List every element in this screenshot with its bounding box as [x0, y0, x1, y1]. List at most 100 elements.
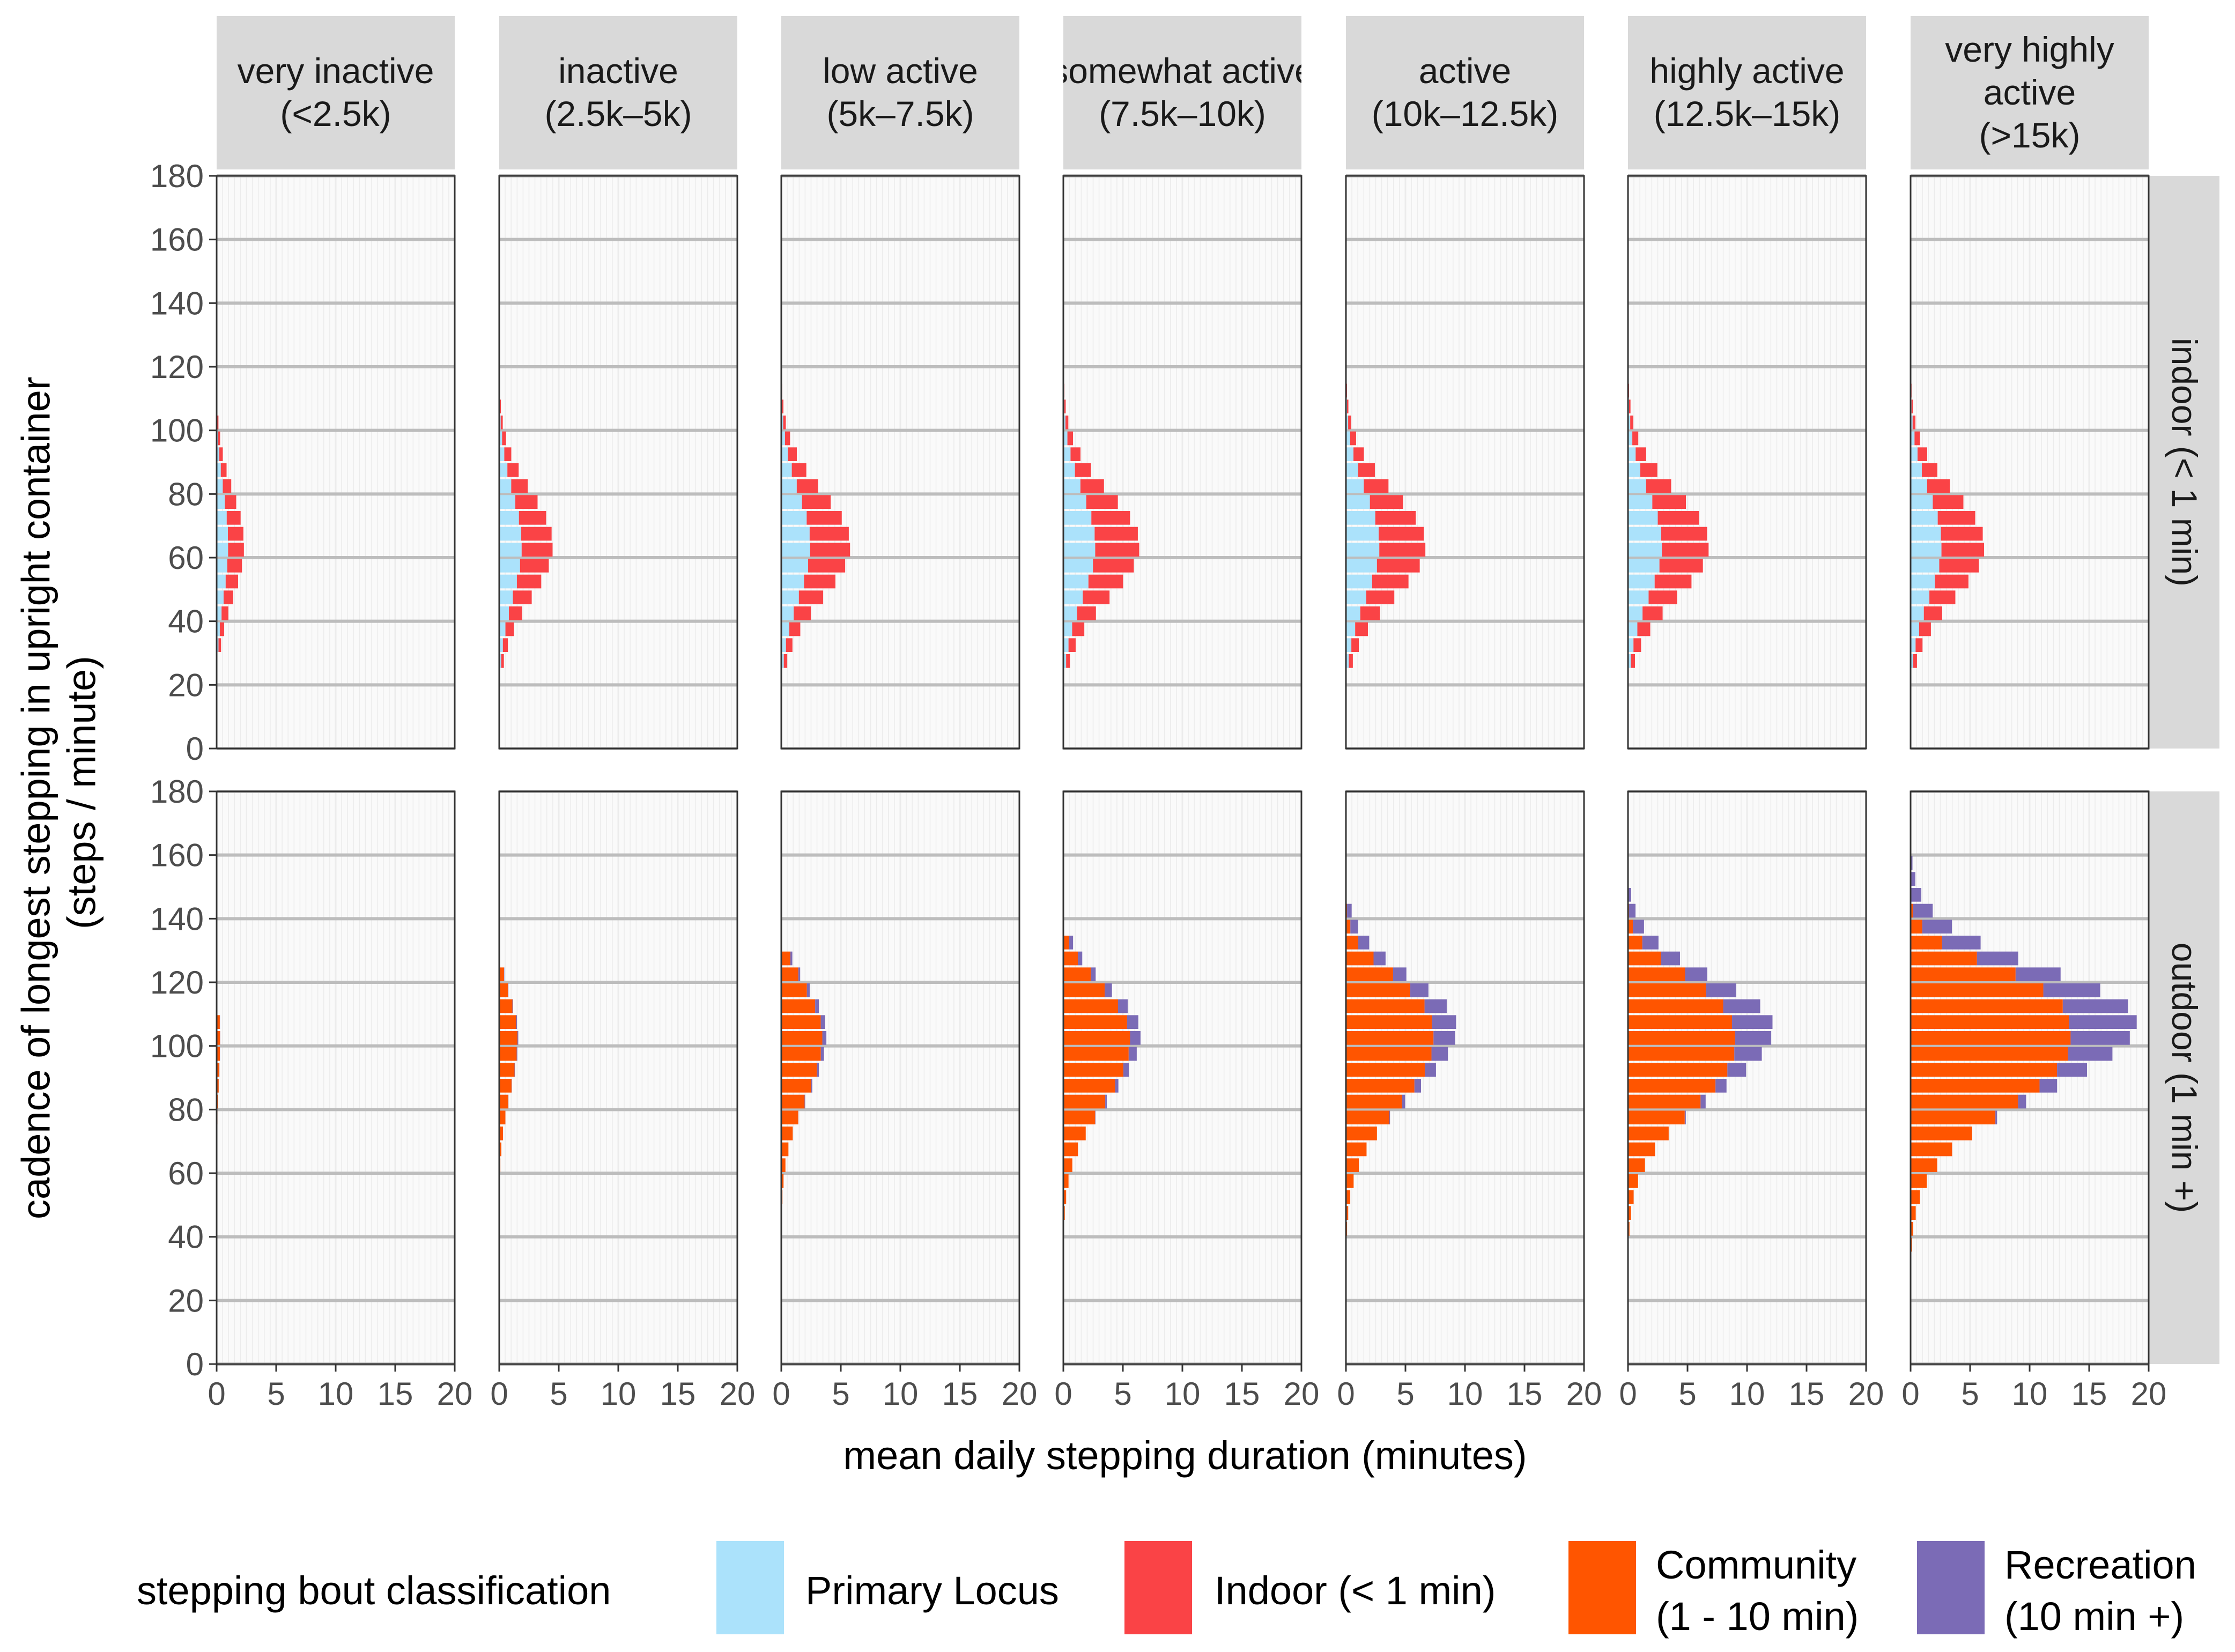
bar-community	[1063, 1158, 1072, 1172]
bar-primary-locus	[1346, 543, 1380, 557]
legend-title: stepping bout classification	[137, 1568, 611, 1613]
bar-community	[1628, 1206, 1631, 1220]
legend-key-community	[1568, 1541, 1636, 1634]
bar-indoor	[1375, 511, 1416, 525]
bar-primary-locus	[217, 511, 227, 525]
bar-community	[1911, 1127, 1972, 1140]
legend-label-primary-locus: Primary Locus	[805, 1568, 1059, 1613]
bar-community	[1346, 983, 1411, 997]
x-tick-label: 0	[1337, 1376, 1355, 1412]
bar-recreation	[517, 1031, 519, 1045]
y-tick-label: 60	[168, 1155, 204, 1191]
bar-community	[781, 1174, 784, 1188]
bar-community	[781, 1079, 811, 1093]
row-strip-0: indoor (< 1 min)	[2149, 176, 2219, 749]
bar-indoor	[1911, 399, 1913, 413]
bar-primary-locus	[781, 559, 809, 573]
bar-recreation	[1684, 1110, 1686, 1124]
bar-indoor	[1632, 431, 1639, 446]
bar-primary-locus	[217, 574, 226, 589]
bar-indoor	[1080, 479, 1104, 493]
bars	[217, 416, 244, 652]
bar-primary-locus	[499, 447, 505, 461]
bar-indoor	[1939, 559, 1979, 573]
bar-primary-locus	[1346, 559, 1377, 573]
panel-outdoor-5	[1627, 790, 1867, 1366]
bar-primary-locus	[781, 622, 789, 636]
x-tick-label: 20	[720, 1376, 756, 1412]
bar-primary-locus	[781, 511, 807, 525]
bar-indoor	[1637, 622, 1651, 636]
bar-primary-locus	[1063, 447, 1071, 461]
bar-primary-locus	[1628, 543, 1662, 557]
bar-community	[1911, 1142, 1952, 1157]
bar-indoor	[783, 654, 788, 668]
bar-community	[1911, 1206, 1916, 1220]
panel-border	[1345, 175, 1585, 750]
bar-community	[1628, 1110, 1685, 1124]
bar-community	[781, 1127, 793, 1140]
bar-indoor	[227, 559, 242, 573]
bar-recreation	[2069, 1015, 2137, 1029]
panel-border	[1627, 175, 1867, 750]
y-tick-label: 100	[150, 413, 204, 449]
bar-community	[1346, 967, 1393, 981]
bar-primary-locus	[1346, 638, 1352, 652]
bar-recreation	[1913, 903, 1933, 918]
bar-community	[781, 1094, 805, 1109]
bar-recreation	[1922, 920, 1952, 934]
bar-recreation	[1633, 920, 1644, 934]
x-tick-label: 0	[772, 1376, 790, 1412]
legend-label-indoor: Indoor (< 1 min)	[1215, 1568, 1496, 1613]
bar-primary-locus	[1346, 479, 1364, 493]
bar-primary-locus	[1628, 447, 1636, 461]
bar-primary-locus	[1628, 463, 1640, 477]
facet-strip-label: very highly	[1945, 29, 2114, 69]
bar-primary-locus	[1346, 447, 1354, 461]
bar-indoor	[1630, 416, 1633, 429]
bar-recreation	[1128, 1047, 1137, 1061]
legend-key-indoor	[1124, 1541, 1192, 1634]
bar-recreation	[1432, 1015, 1456, 1029]
bar-primary-locus	[1063, 431, 1068, 446]
row-strip-label: outdoor (1 min +)	[2165, 943, 2204, 1213]
bar-community	[1628, 967, 1685, 981]
bar-primary-locus	[217, 495, 225, 509]
bar-primary-locus	[1063, 622, 1072, 636]
panel-indoor-6	[1910, 174, 2150, 750]
bar-community	[1346, 1047, 1432, 1061]
bar-community	[1346, 1174, 1354, 1188]
bar-primary-locus	[1911, 463, 1922, 477]
bar-primary-locus	[1628, 495, 1653, 509]
bar-primary-locus	[1346, 606, 1360, 620]
bar-indoor	[513, 590, 532, 604]
bar-community	[1346, 1015, 1432, 1029]
y-tick-label: 20	[168, 667, 204, 703]
bar-primary-locus	[217, 543, 228, 557]
bar-indoor	[225, 495, 236, 509]
bar-primary-locus	[1911, 416, 1913, 429]
bar-primary-locus	[1911, 511, 1938, 525]
bar-primary-locus	[1063, 638, 1069, 652]
bar-recreation	[2039, 1079, 2058, 1093]
bar-indoor	[225, 574, 239, 589]
bar-indoor	[1093, 559, 1134, 573]
bar-primary-locus	[1911, 479, 1927, 493]
x-tick-label: 5	[1396, 1376, 1414, 1412]
bar-indoor	[791, 463, 806, 477]
bar-recreation	[2057, 1063, 2088, 1077]
bar-indoor	[1091, 511, 1130, 525]
panel-border	[780, 175, 1020, 750]
bar-indoor	[227, 527, 243, 541]
bar-community	[1628, 1063, 1728, 1077]
bar-recreation	[1661, 951, 1680, 966]
facet-strip-3: somewhat active(7.5k–10k)	[1063, 16, 1301, 169]
bar-community	[1628, 951, 1661, 966]
y-tick-label: 120	[150, 349, 204, 385]
bar-primary-locus	[781, 638, 786, 652]
bar-indoor	[1068, 638, 1076, 652]
bar-recreation	[811, 1079, 812, 1093]
bar-community	[1063, 1079, 1115, 1093]
bar-community	[499, 1031, 517, 1045]
bar-community	[781, 951, 790, 966]
